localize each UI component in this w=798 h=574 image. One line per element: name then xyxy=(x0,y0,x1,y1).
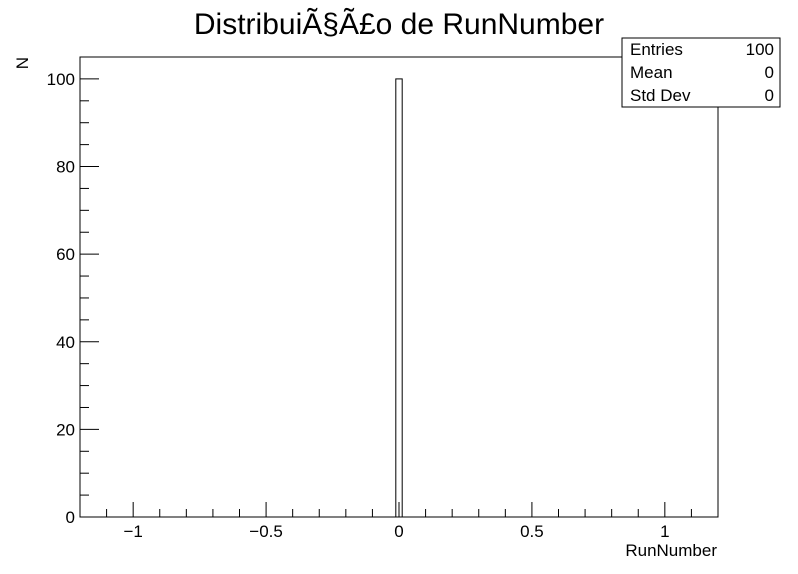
x-tick-label: 1 xyxy=(660,522,669,541)
stats-entries-label: Entries xyxy=(630,40,683,59)
stats-box: Entries 100 Mean 0 Std Dev 0 xyxy=(621,37,781,108)
x-tick-label: 0 xyxy=(394,522,403,541)
axes: −1 −0.5 0 0.5 1 0 20 40 60 80 100 xyxy=(47,56,719,541)
stats-stddev-value: 0 xyxy=(765,86,774,105)
y-tick-label: 20 xyxy=(56,420,75,439)
x-tick-label: −0.5 xyxy=(249,522,283,541)
stats-stddev-label: Std Dev xyxy=(630,86,691,105)
chart-title: DistribuiÃ§Ã£o de RunNumber xyxy=(194,7,604,41)
stats-mean-value: 0 xyxy=(765,63,774,82)
x-tick-label: −1 xyxy=(123,522,142,541)
histogram-bins xyxy=(395,78,403,518)
y-tick-label: 60 xyxy=(56,245,75,264)
y-tick-label: 0 xyxy=(66,508,75,527)
y-tick-label: 80 xyxy=(56,158,75,177)
histogram-bar xyxy=(395,78,403,518)
y-axis-title: N xyxy=(13,57,32,69)
y-tick-label: 100 xyxy=(47,70,75,89)
stats-entries-value: 100 xyxy=(746,40,774,59)
stats-box-frame xyxy=(621,37,781,108)
stats-mean-label: Mean xyxy=(630,63,673,82)
y-tick-label: 40 xyxy=(56,333,75,352)
x-tick-label: 0.5 xyxy=(520,522,544,541)
x-axis-title: RunNumber xyxy=(625,541,717,560)
